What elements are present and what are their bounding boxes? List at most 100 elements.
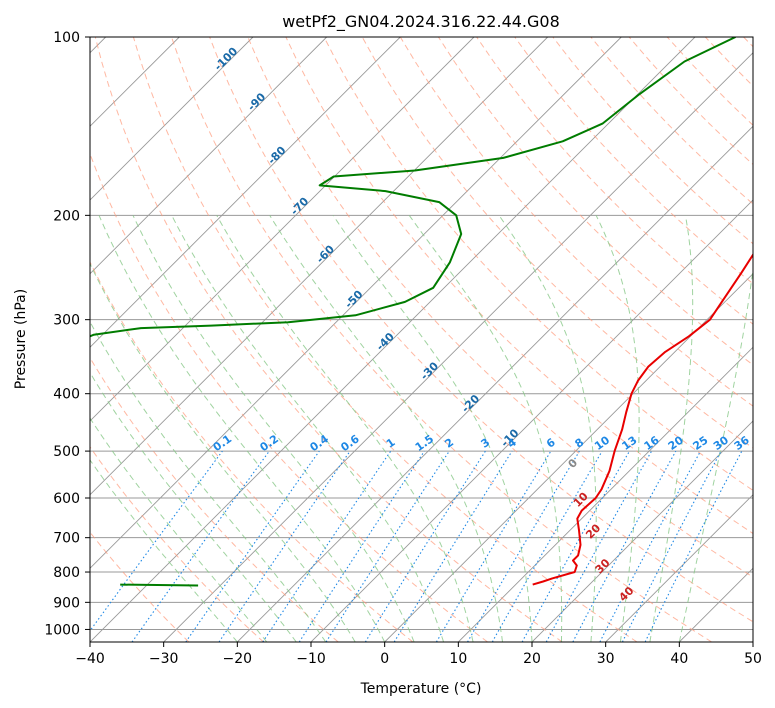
isotherm-label: -50 <box>342 288 365 311</box>
isotherm-line <box>90 37 401 348</box>
dry-adiabat-line <box>90 446 264 642</box>
x-axis-label: Temperature (°C) <box>360 681 482 697</box>
dry-adiabat-line <box>132 37 638 642</box>
mixing-ratio-label: 8 <box>573 436 587 451</box>
mixing-ratio-label: 20 <box>666 433 686 453</box>
y-tick-label: 900 <box>53 595 80 611</box>
dry-adiabat-line <box>94 37 563 642</box>
moist-adiabat-line <box>171 215 445 642</box>
moist-adiabat-line <box>132 215 415 642</box>
y-tick-label: 200 <box>53 208 80 224</box>
isotherm-line <box>90 37 328 275</box>
moist-adiabat-line <box>90 417 268 642</box>
isotherm-line <box>236 125 753 642</box>
background-lines <box>90 37 753 642</box>
adiabat-label: 10 <box>571 490 591 510</box>
mixing-ratio-label: 2 <box>442 436 456 451</box>
dry-adiabat-line <box>247 37 753 578</box>
dry-adiabat-line <box>704 37 753 87</box>
mixing-ratio-label: 16 <box>642 433 662 453</box>
mixing-ratio-line <box>262 450 392 642</box>
dry-adiabat-line <box>743 37 753 48</box>
mixing-ratio-line <box>467 450 580 642</box>
mixing-ratio-line <box>185 450 320 642</box>
dry-adiabat-line <box>171 37 712 642</box>
mixing-ratio-line <box>644 450 743 642</box>
x-tick-label: −20 <box>223 651 253 667</box>
dry-adiabat-line <box>209 37 753 623</box>
mixing-ratio-label: 36 <box>732 433 752 453</box>
adiabat-label: 40 <box>616 584 636 604</box>
isotherm-line <box>384 273 753 642</box>
dry-adiabat-line <box>476 37 753 325</box>
isotherm-line <box>90 37 696 642</box>
moist-adiabat-line <box>216 215 474 642</box>
mixing-ratio-line <box>325 450 450 642</box>
x-tick-label: −30 <box>149 651 179 667</box>
mixing-ratio-label: 13 <box>619 434 639 453</box>
dry-adiabat-line <box>552 37 753 245</box>
y-tick-label: 100 <box>53 30 80 46</box>
isotherm-label: -20 <box>459 392 482 415</box>
x-tick-label: 40 <box>670 651 688 667</box>
dry-adiabat-line <box>437 37 753 366</box>
dry-adiabat-line <box>514 37 753 285</box>
dry-adiabat-line <box>323 37 753 491</box>
mixing-ratio-line <box>572 450 677 642</box>
x-tick-label: 20 <box>523 651 541 667</box>
dry-adiabat-line <box>90 260 414 642</box>
dewpoint-profile <box>90 37 736 338</box>
x-tick-label: −40 <box>75 651 105 667</box>
mixing-ratio-line <box>218 450 351 642</box>
isotherm-line <box>90 37 549 496</box>
adiabat-label: 20 <box>583 521 603 541</box>
y-tick-label: 400 <box>53 387 80 403</box>
isotherm-line <box>90 37 475 422</box>
y-tick-label: 300 <box>53 313 80 329</box>
isotherm-line <box>531 420 753 642</box>
moist-adiabat-line <box>98 215 386 642</box>
mixing-ratio-line <box>131 450 270 642</box>
mixing-ratio-line <box>298 450 425 642</box>
mixing-ratio-line <box>599 450 701 642</box>
moist-adiabat-line <box>90 262 356 642</box>
x-tick-label: 50 <box>744 651 762 667</box>
chart-title: wetPf2_GN04.2024.316.22.44.G08 <box>282 12 560 32</box>
moist-adiabat-line <box>408 215 563 642</box>
moist-adiabat-line <box>90 459 238 642</box>
mixing-ratio-label: 30 <box>711 433 731 453</box>
isotherm-label: -90 <box>245 90 268 113</box>
dry-adiabat-line <box>90 356 339 642</box>
isotherm-line <box>457 346 753 642</box>
x-tick-label: 0 <box>380 651 389 667</box>
y-tick-label: 800 <box>53 565 80 581</box>
moist-adiabat-line <box>90 371 297 642</box>
mixing-ratio-line <box>90 450 223 632</box>
x-tick-label: 10 <box>449 651 467 667</box>
isotherm-line <box>605 494 753 642</box>
mixing-ratio-label: 1 <box>384 436 398 451</box>
x-tick-label: 30 <box>597 651 615 667</box>
mixing-ratio-line <box>545 450 653 642</box>
y-tick-label: 600 <box>53 491 80 507</box>
isotherm-line <box>90 37 622 569</box>
isotherm-line <box>752 641 753 642</box>
isotherm-line <box>163 52 753 642</box>
x-tick-label: −10 <box>296 651 326 667</box>
moist-adiabat-line <box>332 215 533 642</box>
isotherm-label: -100 <box>212 44 241 73</box>
mixing-ratio-label: 3 <box>479 436 493 451</box>
moist-adiabat-line <box>678 265 753 642</box>
profile-lines <box>90 37 753 587</box>
mixing-ratio-line <box>393 450 513 642</box>
moist-adiabat-line <box>90 320 327 642</box>
dry-adiabat-line <box>285 37 753 535</box>
y-tick-label: 1000 <box>44 622 80 638</box>
temperature-profile <box>532 252 753 586</box>
axes: −40 −30 −20 −10 0 10 20 30 40 5010020030040050060… <box>44 30 762 667</box>
moist-adiabat-line <box>269 215 503 642</box>
mixing-ratio-line <box>364 450 486 642</box>
moist-adiabat-line <box>649 215 694 642</box>
plot-frame <box>89 36 754 643</box>
